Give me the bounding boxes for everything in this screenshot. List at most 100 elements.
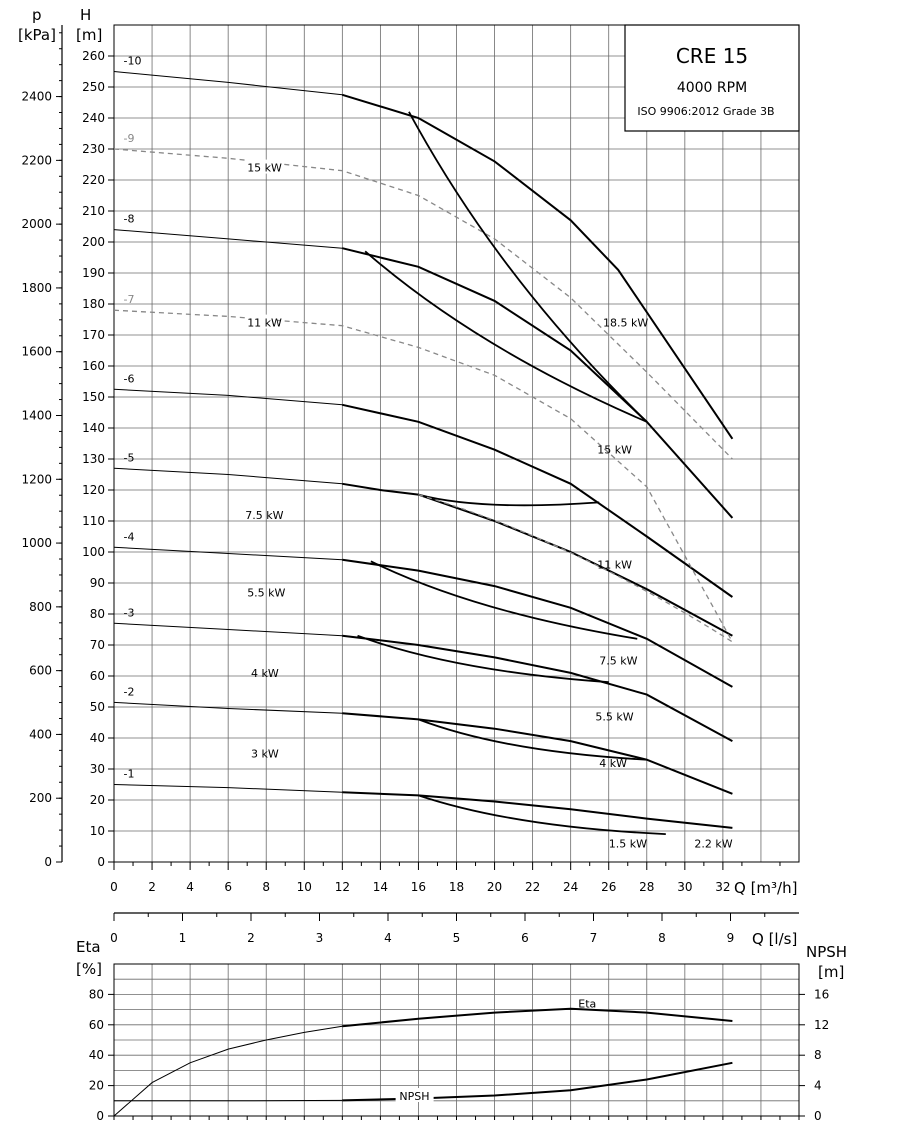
power-label-4-kW-b: 4 kW	[599, 757, 627, 770]
head-curve--6	[342, 403, 733, 598]
head-tick-label: 240	[82, 111, 105, 125]
head-curve--3	[342, 634, 733, 742]
curve-label--6: -6	[124, 372, 135, 385]
eta-curve-label: Eta	[578, 998, 596, 1011]
head-tick-label: 230	[82, 142, 105, 156]
eta-axis-label: Eta	[76, 938, 101, 956]
head-curve--5	[342, 482, 733, 637]
head-axis-label: H	[80, 6, 91, 24]
head-tick-label: 170	[82, 328, 105, 342]
curve-label--10: -10	[124, 55, 142, 68]
head-tick-label: 50	[90, 700, 105, 714]
pressure-tick-label: 200	[29, 791, 52, 805]
standard-label: ISO 9906:2012 Grade 3B	[637, 105, 774, 118]
head-curve--8-low	[113, 229, 343, 249]
power-label-7-5-kW-b: 7.5 kW	[599, 655, 637, 668]
pressure-tick-label: 800	[29, 600, 52, 614]
head-curve--4-low	[113, 546, 343, 561]
flow-ls-tick-label: 1	[179, 931, 187, 945]
npsh-tick-label: 8	[814, 1048, 822, 1062]
head-curve--4	[342, 558, 733, 688]
curve-label--8: -8	[124, 213, 135, 226]
flow-ls-tick-label: 4	[384, 931, 392, 945]
npsh-label-bg	[395, 1088, 434, 1102]
npsh-curve-label: NPSH	[399, 1090, 429, 1103]
flow-ls-tick-label: 5	[453, 931, 461, 945]
flow-tick-label: 32	[715, 880, 730, 894]
head-tick-label: 40	[90, 731, 105, 745]
head-curve--10-low	[113, 71, 343, 96]
flow-ls-tick-label: 6	[521, 931, 529, 945]
pressure-tick-label: 2400	[21, 90, 52, 104]
head-tick-label: 60	[90, 669, 105, 683]
head-tick-label: 110	[82, 514, 105, 528]
pressure-tick-label: 600	[29, 664, 52, 678]
head-tick-label: 20	[90, 793, 105, 807]
main-axes: 0102030405060708090100110120130140150160…	[21, 25, 799, 945]
power-limit-dashed	[418, 494, 733, 643]
power-limit-line	[364, 250, 648, 423]
main-curves: -1 -2 -3 -4 -5 -6 -7 -8 -9 -10 1.5 kW 2.2 kW 3 kW 4 k…	[113, 55, 734, 850]
pressure-tick-label: 1000	[21, 536, 52, 550]
model-title: CRE 15	[676, 44, 748, 68]
flow-tick-label: 4	[186, 880, 194, 894]
power-label-3-kW: 3 kW	[251, 748, 279, 761]
flow-tick-label: 30	[677, 880, 692, 894]
head-tick-label: 150	[82, 390, 105, 404]
flow-ls-tick-label: 0	[110, 931, 118, 945]
pressure-tick-label: 2200	[21, 153, 52, 167]
head-tick-label: 180	[82, 297, 105, 311]
eta-curve	[342, 1007, 733, 1028]
npsh-axis-unit: [m]	[818, 963, 844, 981]
power-limit-line	[418, 718, 647, 761]
lower-grid	[113, 963, 800, 1117]
flow-tick-label: 10	[297, 880, 312, 894]
pressure-tick-label: 0	[44, 855, 52, 869]
curve-label--5: -5	[124, 451, 135, 464]
head-tick-label: 140	[82, 421, 105, 435]
npsh-axis-label: NPSH	[806, 943, 847, 961]
power-limit-line	[370, 560, 638, 640]
flow-ls-tick-label: 3	[316, 931, 324, 945]
speed-label: 4000 RPM	[677, 80, 747, 96]
head-tick-label: 100	[82, 545, 105, 559]
head-tick-label: 190	[82, 266, 105, 280]
pressure-tick-label: 1600	[21, 345, 52, 359]
curve-label--3: -3	[124, 606, 135, 619]
eta-tick-label: 0	[96, 1109, 104, 1121]
flow-tick-label: 24	[563, 880, 578, 894]
flow-tick-label: 2	[148, 880, 156, 894]
flow-tick-label: 28	[639, 880, 654, 894]
curve-label--1: -1	[124, 768, 135, 781]
curve-label--2: -2	[124, 685, 135, 698]
head-tick-label: 220	[82, 173, 105, 187]
curve-label--4: -4	[124, 530, 135, 543]
head-tick-label: 70	[90, 638, 105, 652]
power-label-7-5-kW: 7.5 kW	[245, 509, 283, 522]
flow-tick-label: 0	[110, 880, 118, 894]
head-curve--8	[342, 247, 734, 519]
flow-tick-label: 26	[601, 880, 616, 894]
npsh-tick-label: 16	[814, 987, 829, 1001]
flow-tick-label: 22	[525, 880, 540, 894]
head-tick-label: 120	[82, 483, 105, 497]
flow-axis-label-ls: Q [l/s]	[752, 930, 797, 948]
flow-ls-tick-label: 7	[590, 931, 598, 945]
head-tick-label: 250	[82, 80, 105, 94]
head-curve--2	[342, 712, 733, 795]
flow-tick-label: 8	[262, 880, 270, 894]
pressure-tick-label: 1200	[21, 472, 52, 486]
head-curve--1-low	[113, 784, 343, 793]
head-tick-label: 160	[82, 359, 105, 373]
head-tick-label: 90	[90, 576, 105, 590]
head-tick-label: 30	[90, 762, 105, 776]
eta-tick-label: 80	[89, 987, 104, 1001]
lower-curves: Eta NPSH	[113, 998, 733, 1117]
head-tick-label: 210	[82, 204, 105, 218]
power-label-18-5-kW: 18.5 kW	[603, 317, 648, 330]
power-label-15-kW-b: 15 kW	[597, 444, 632, 457]
flow-ls-tick-label: 8	[658, 931, 666, 945]
power-limit-line	[418, 794, 666, 835]
eta-axis-unit: [%]	[76, 960, 102, 978]
